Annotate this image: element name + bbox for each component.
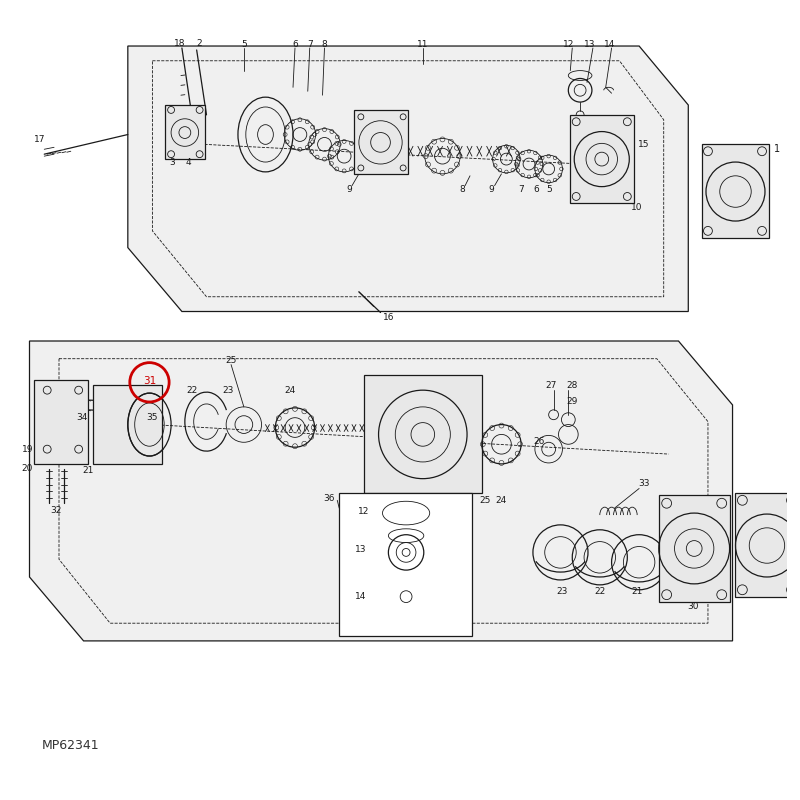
Text: 17: 17 [34, 135, 45, 144]
Bar [658, 495, 730, 602]
Text: 25: 25 [479, 496, 490, 505]
Text: 12: 12 [562, 39, 574, 49]
Text: 5: 5 [241, 39, 246, 49]
Bar [570, 115, 634, 203]
Text: 26: 26 [533, 437, 545, 446]
Bar [364, 375, 482, 494]
Text: 6: 6 [292, 39, 298, 49]
Text: 16: 16 [382, 313, 394, 322]
Text: 15: 15 [638, 140, 650, 149]
Text: 1: 1 [774, 144, 780, 154]
Text: 36: 36 [323, 494, 334, 503]
Text: 30: 30 [687, 602, 699, 611]
Text: 20: 20 [22, 464, 34, 474]
Text: 23: 23 [222, 386, 234, 394]
Text: 10: 10 [631, 202, 643, 212]
Text: 7: 7 [518, 185, 524, 194]
Bar [702, 144, 769, 238]
Text: 6: 6 [533, 185, 538, 194]
Text: 23: 23 [557, 587, 568, 596]
Text: 2: 2 [197, 38, 202, 47]
Text: 21: 21 [83, 466, 94, 475]
Text: 24: 24 [496, 496, 507, 505]
Text: 27: 27 [545, 381, 556, 390]
Text: 3: 3 [169, 158, 175, 166]
Bar [165, 105, 205, 159]
Text: 14: 14 [604, 39, 615, 49]
Text: 25: 25 [226, 356, 237, 365]
Text: 22: 22 [186, 386, 198, 394]
Bar [339, 494, 472, 636]
Text: 12: 12 [358, 506, 370, 516]
Text: 9: 9 [489, 185, 494, 194]
Text: 7: 7 [307, 39, 313, 49]
Text: 11: 11 [417, 39, 429, 49]
Text: 33: 33 [638, 479, 650, 488]
Bar [34, 380, 89, 464]
Text: 13: 13 [355, 545, 366, 554]
Text: 34: 34 [76, 413, 87, 422]
Text: 8: 8 [322, 39, 327, 49]
Text: 18: 18 [174, 38, 186, 47]
Text: 29: 29 [566, 398, 578, 406]
Polygon shape [128, 46, 688, 311]
Text: 9: 9 [346, 185, 352, 194]
Text: 5: 5 [546, 185, 551, 194]
Text: 4: 4 [186, 158, 192, 166]
Bar [354, 110, 408, 174]
Text: 35: 35 [146, 413, 158, 422]
Text: 14: 14 [355, 592, 366, 601]
Text: 28: 28 [566, 381, 578, 390]
Polygon shape [30, 341, 733, 641]
Bar [735, 494, 799, 597]
Text: 24: 24 [285, 386, 296, 394]
Text: 31: 31 [143, 376, 156, 386]
Text: 8: 8 [459, 185, 465, 194]
Text: 19: 19 [22, 445, 34, 454]
Bar [94, 386, 162, 464]
Text: 32: 32 [50, 506, 62, 514]
Text: MP62341: MP62341 [42, 739, 99, 752]
Text: 13: 13 [584, 39, 596, 49]
Text: 21: 21 [631, 587, 643, 596]
Text: 22: 22 [594, 587, 606, 596]
